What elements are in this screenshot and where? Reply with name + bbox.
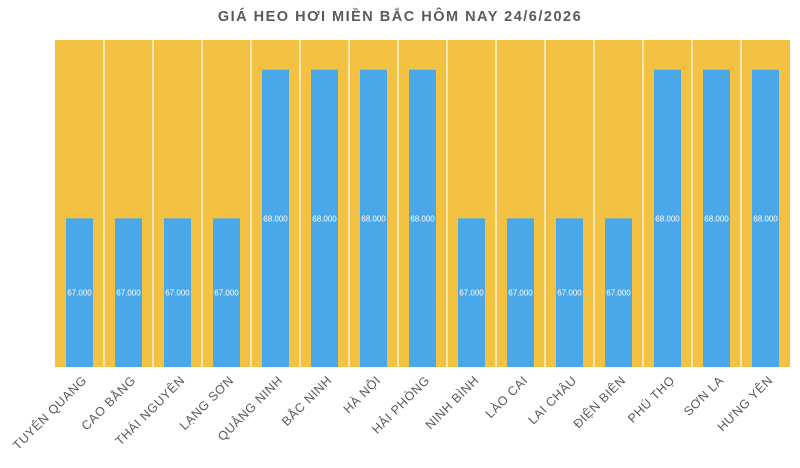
data-label: 68.000 xyxy=(263,214,288,223)
x-tick-label: TUYÊN QUANG xyxy=(10,373,90,453)
x-tick-label: LAI CHÂU xyxy=(525,373,580,428)
bar xyxy=(507,218,534,367)
bar xyxy=(409,69,436,368)
bar xyxy=(164,218,191,367)
data-label: 68.000 xyxy=(361,214,386,223)
x-tick-label: LÀO CAI xyxy=(482,373,530,421)
data-label: 67.000 xyxy=(214,289,239,298)
bar xyxy=(752,69,779,368)
bar xyxy=(213,218,240,367)
bar xyxy=(360,69,387,368)
column-separators xyxy=(103,40,742,367)
x-tick-label: SƠN LA xyxy=(681,373,727,419)
bar xyxy=(556,218,583,367)
bar xyxy=(605,218,632,367)
data-label: 68.000 xyxy=(753,214,778,223)
data-label: 68.000 xyxy=(655,214,680,223)
data-labels: 67.000 67.000 67.000 67.000 68.000 68.000 68.0… xyxy=(67,214,778,297)
data-label: 67.000 xyxy=(606,289,631,298)
data-label: 67.000 xyxy=(508,289,533,298)
data-label: 67.000 xyxy=(67,289,92,298)
bar xyxy=(703,69,730,368)
x-tick-label: ĐIỆN BIÊN xyxy=(570,373,629,432)
data-label: 67.000 xyxy=(557,289,582,298)
bar xyxy=(654,69,681,368)
data-label: 68.000 xyxy=(312,214,337,223)
data-label: 68.000 xyxy=(410,214,435,223)
x-tick-label: PHÚ THỌ xyxy=(624,373,677,426)
data-label: 67.000 xyxy=(459,289,484,298)
x-tick-label: BẮC NINH xyxy=(278,373,334,429)
bar xyxy=(262,69,289,368)
bar xyxy=(458,218,485,367)
x-tick-label: HÀ NỘI xyxy=(340,373,384,417)
data-label: 67.000 xyxy=(116,289,141,298)
data-label: 68.000 xyxy=(704,214,729,223)
bar xyxy=(66,218,93,367)
data-label: 67.000 xyxy=(165,289,190,298)
bar xyxy=(115,218,142,367)
bar xyxy=(311,69,338,368)
chart-title: GIÁ HEO HƠI MIỀN BẮC HÔM NAY 24/6/2026 xyxy=(217,9,583,25)
bars xyxy=(66,69,779,368)
